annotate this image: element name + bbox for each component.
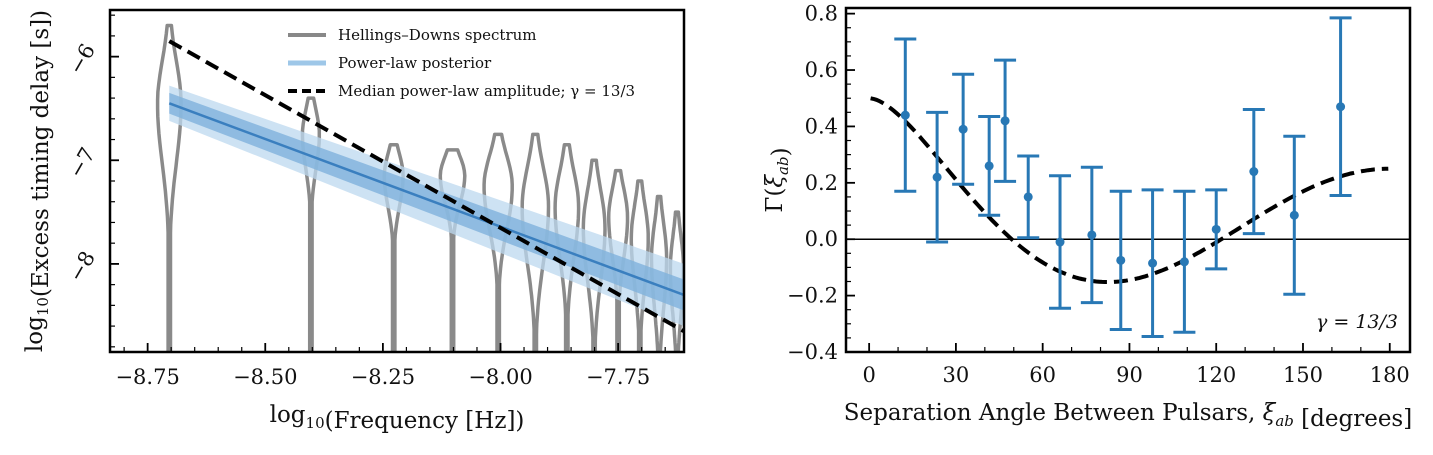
data-point [958,124,968,134]
median-amplitude-line [168,39,684,334]
right-y-axis-label: Γ(ξab) [762,147,794,212]
legend-label-0: Hellings–Downs spectrum [338,26,537,44]
data-point [1211,224,1221,234]
hellings-downs-curve [870,96,1389,284]
left-x-tick-label: −8.50 [233,365,297,389]
left-x-axis-label: log10(Frequency [Hz]) [270,402,525,434]
data-point [1055,237,1065,247]
data-point [1336,102,1346,112]
violin-9 [629,179,650,352]
data-point [932,172,942,182]
errorbar-point-0 [894,37,917,193]
right-y-tick-label: 0.8 [805,2,838,26]
errorbar-point-11 [1205,188,1228,271]
violin-0 [155,23,183,352]
right-x-tick-label: 0 [862,363,875,387]
left-y-tick-label: −8 [64,247,100,286]
violin-7 [581,158,607,352]
violin-8 [606,168,630,352]
errorbar-point-12 [1242,108,1265,236]
data-point [1087,230,1097,240]
right-plot-frame [844,6,1412,354]
errorbar-point-1 [926,110,949,244]
left-y-tick-label: −7 [64,143,100,182]
right-x-tick-label: 90 [1116,363,1143,387]
posterior-band-inner [169,92,684,311]
violin-10 [649,194,669,352]
legend-label-2: Median power-law amplitude; γ = 13/3 [338,82,635,100]
right-x-tick-label: 30 [943,363,970,387]
errorbar-point-13 [1283,134,1306,296]
left-y-axis-label: log10(Excess timing delay [s]) [22,10,54,352]
errorbar-point-6 [1049,174,1072,310]
left-x-ticks: −8.75 −8.50 −8.25 −8.00 −7.75 [115,343,666,389]
errorbar-point-7 [1080,165,1103,305]
left-x-tick-label: −8.75 [115,365,179,389]
errorbar-point-5 [1017,154,1040,240]
left-x-tick-label: −8.25 [351,365,415,389]
left-x-tick-label: −7.75 [586,365,650,389]
violin-2 [382,142,405,352]
violin-6 [553,142,581,352]
violin-1 [300,96,322,352]
errorbar-point-4 [994,58,1017,183]
errorbar-group [894,16,1352,338]
data-point [1289,210,1299,220]
data-point [1179,257,1189,267]
data-point [984,161,994,171]
left-x-tick-label: −8.00 [468,365,532,389]
median-amplitude-line-group [168,39,684,334]
data-point [900,110,910,120]
errorbar-point-2 [952,72,975,186]
violin-5 [520,132,551,352]
data-point [1116,255,1126,265]
right-x-tick-label: 60 [1029,363,1056,387]
errorbar-point-9 [1141,188,1164,338]
errorbar-point-14 [1329,16,1352,198]
errorbar-point-8 [1109,189,1132,331]
left-y-tick-label: −6 [64,40,100,79]
gamma-annotation: γ = 13/3 [1316,311,1398,333]
right-y-ticks: −0.4 −0.2 0.0 0.2 0.4 0.6 0.8 [787,2,855,364]
right-x-tick-label: 150 [1283,363,1323,387]
right-y-tick-label: 0.6 [805,58,838,82]
right-x-tick-label: 120 [1196,363,1236,387]
posterior-band-group [168,85,684,327]
right-x-tick-label: 180 [1370,363,1410,387]
data-point [1023,192,1033,202]
right-y-tick-label: 0.2 [805,171,838,195]
right-y-tick-label: −0.4 [787,340,838,364]
posterior-median-line [168,102,684,297]
right-x-axis-label: Separation Angle Between Pulsars, ξab [d… [844,400,1412,432]
data-point [1249,167,1259,177]
right-y-tick-label: −0.2 [787,284,838,308]
correlation-panel: 0 30 60 90 120 150 180 −0.4 −0.2 0.0 0.2 0.4 0.6 0.8… [762,2,1412,432]
right-x-ticks: 0 30 60 90 120 150 180 [862,343,1410,387]
right-y-tick-label: 0.4 [805,114,838,138]
errorbar-point-10 [1173,189,1196,334]
legend: Hellings–Downs spectrum Power-law posteri… [288,26,635,100]
data-point [1000,116,1010,126]
legend-label-1: Power-law posterior [338,54,492,72]
errorbar-point-3 [978,115,1001,217]
data-point [1148,258,1158,268]
hd-spectrum-panel: −8.75 −8.50 −8.25 −8.00 −7.75 −6 −7 −8 log10(F… [22,8,686,434]
right-y-tick-label: 0.0 [805,227,838,251]
